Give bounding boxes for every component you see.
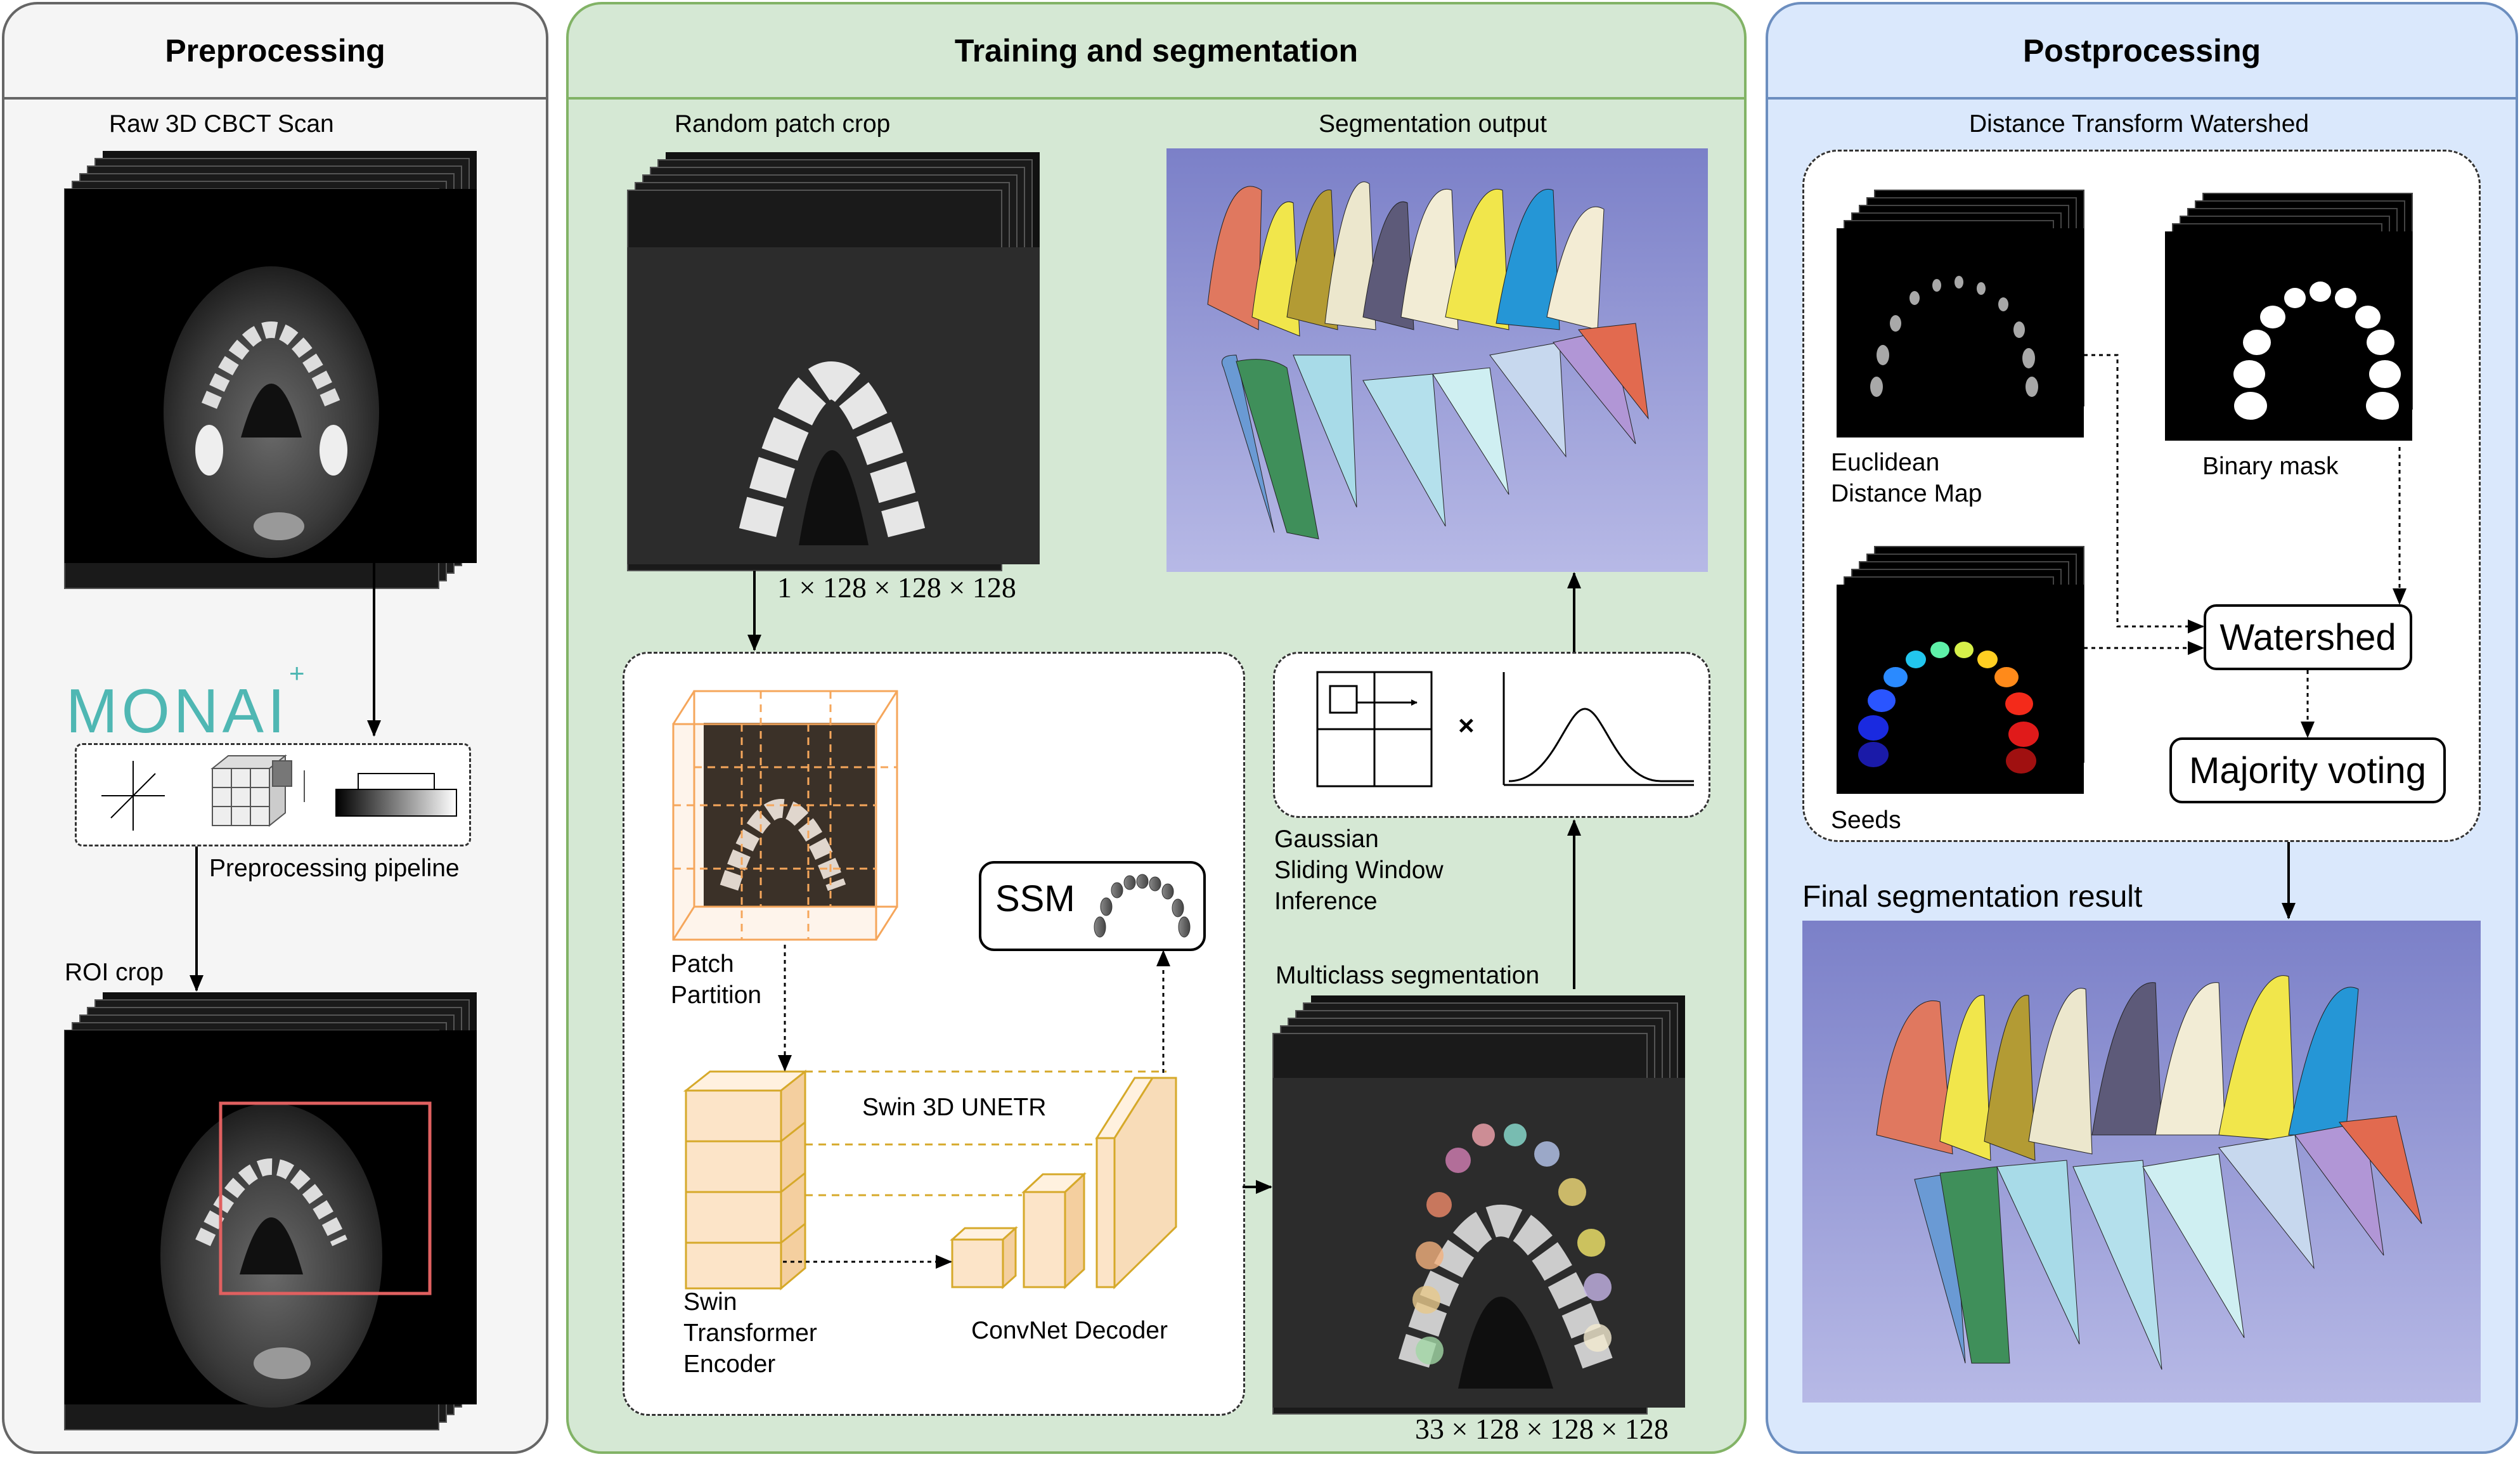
- multiclass-seg-stack: [1272, 995, 1685, 1415]
- ssm-dentition-icon: [1094, 874, 1191, 938]
- grid-cube-icon: [210, 754, 305, 827]
- roi-box: [219, 1101, 432, 1295]
- swin-encoder-blocks: [683, 1069, 808, 1291]
- seeds-label: Seeds: [1831, 807, 1901, 834]
- dotted-arrows: [778, 354, 2407, 1269]
- majority-voting-box: [2169, 737, 2446, 803]
- gaussian-curve-icon: [1502, 672, 1694, 786]
- patch-crop-label: Random patch crop: [675, 110, 891, 138]
- patch-dims-label: 1 × 128 × 128 × 128: [777, 571, 1016, 604]
- raw-ct-stack: [64, 151, 477, 589]
- ssm-box: [979, 861, 1206, 951]
- final-result-label: Final segmentation result: [1802, 880, 2143, 914]
- roi-ct-stack: [64, 992, 477, 1430]
- binary-mask-stack: [2165, 193, 2413, 441]
- decoder-label: ConvNet Decoder: [971, 1317, 1168, 1344]
- encoder-label: Swin Transformer Encoder: [683, 1288, 817, 1378]
- intensity-gradient-icon: [335, 773, 457, 817]
- preprocessing-title: Preprocessing: [4, 4, 546, 100]
- arrows: [190, 563, 2296, 1194]
- patch-crop-stack: [627, 152, 1040, 571]
- multiclass-label: Multiclass segmentation: [1276, 962, 1540, 989]
- watershed-label: Watershed: [2220, 616, 2396, 658]
- patch-partition-label: Patch Partition: [671, 950, 762, 1009]
- edm-stack: [1837, 190, 2084, 437]
- raw-scan-label: Raw 3D CBCT Scan: [109, 110, 334, 138]
- segmentation-output-render: [1166, 148, 1708, 572]
- seeds-stack: [1837, 546, 2084, 794]
- binary-mask-label: Binary mask: [2202, 453, 2339, 480]
- orientation-axes-icon: [101, 761, 165, 831]
- roi-label: ROI crop: [65, 959, 164, 986]
- sliding-window-icon: [1316, 671, 1433, 787]
- gaussian-label: Gaussian Sliding Window Inference: [1274, 826, 1444, 915]
- watershed-box: [2204, 604, 2412, 670]
- unetr-label: Swin 3D UNETR: [862, 1094, 1047, 1121]
- training-title: Training and segmentation: [569, 4, 1744, 100]
- majority-label: Majority voting: [2189, 749, 2426, 791]
- postprocessing-title: Postprocessing: [1768, 4, 2516, 100]
- patch-partition-cube: [672, 690, 898, 941]
- multiclass-dims-label: 33 × 128 × 128 × 128: [1415, 1413, 1669, 1445]
- monai-plus-icon: +: [289, 658, 305, 688]
- gaussian-inference-box: [1273, 652, 1710, 818]
- final-segmentation-render: [1802, 921, 2481, 1403]
- monai-logo: MONAI: [66, 676, 289, 746]
- seg-output-label: Segmentation output: [1319, 110, 1547, 138]
- skip-connections: [805, 1070, 1166, 1196]
- times-symbol: ×: [1458, 710, 1475, 741]
- ssm-label: SSM: [995, 878, 1075, 919]
- convnet-decoder-blocks: [950, 1077, 1177, 1290]
- pipeline-label: Preprocessing pipeline: [209, 855, 460, 882]
- edm-label: Euclidean Distance Map: [1831, 449, 1982, 507]
- watershed-group-label: Distance Transform Watershed: [1969, 110, 2310, 138]
